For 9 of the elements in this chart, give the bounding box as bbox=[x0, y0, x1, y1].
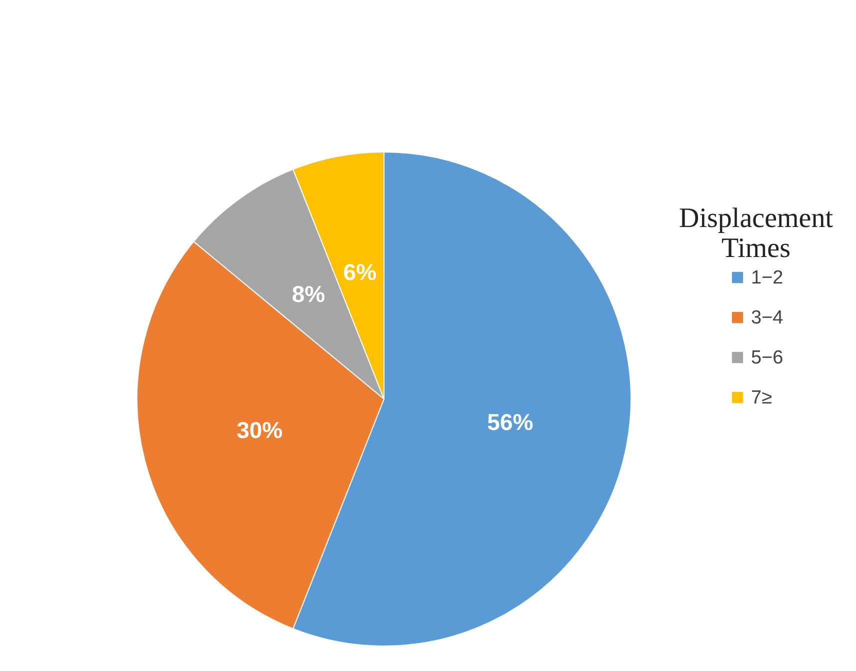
data-label: 6% bbox=[343, 258, 377, 285]
legend-label: 5−6 bbox=[751, 348, 784, 368]
data-label: 56% bbox=[487, 409, 534, 436]
data-label: 8% bbox=[292, 281, 326, 308]
data-label: 30% bbox=[236, 416, 283, 443]
legend-label: 7≥ bbox=[751, 388, 772, 408]
legend-title: Displacement Times bbox=[679, 203, 834, 264]
legend-label: 3−4 bbox=[751, 308, 784, 328]
legend-label: 1−2 bbox=[751, 268, 784, 288]
